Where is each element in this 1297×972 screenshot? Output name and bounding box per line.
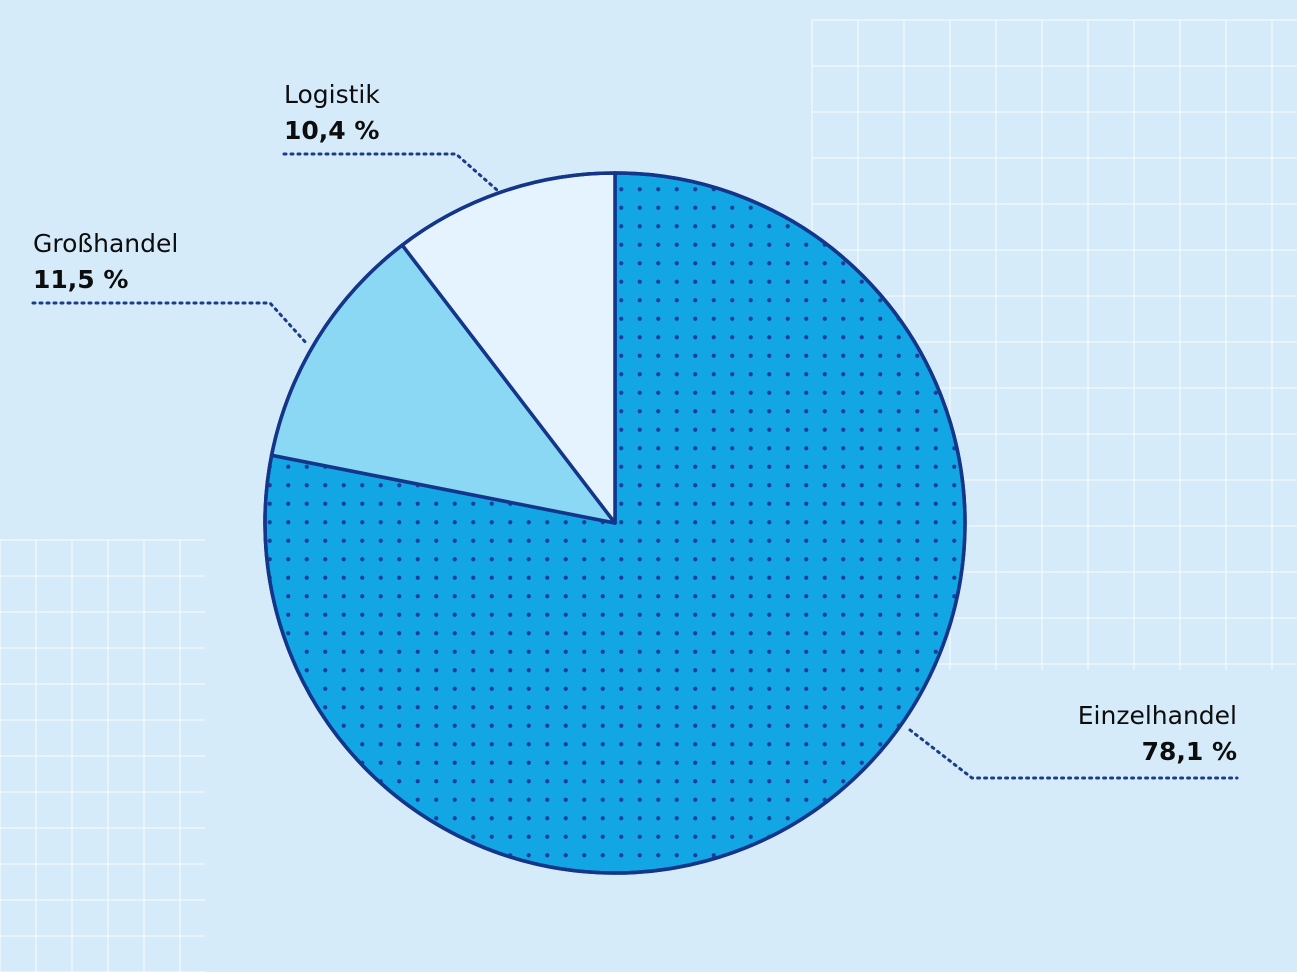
leader-lines <box>31 152 1239 780</box>
leader-line-einzelhandel <box>908 728 1239 780</box>
leader-line-logistik <box>282 152 499 192</box>
slice-value-logistik: 10,4 % <box>284 116 379 145</box>
slice-label-grosshandel: Großhandel <box>33 229 178 258</box>
leader-line-grosshandel <box>31 301 310 347</box>
slice-labels: Einzelhandel 78,1 % Großhandel 11,5 % Logist… <box>33 80 1237 766</box>
pie-outline <box>263 171 967 875</box>
background-grid <box>0 19 1297 972</box>
slice-value-einzelhandel: 78,1 % <box>1142 737 1237 766</box>
slice-label-einzelhandel: Einzelhandel <box>1078 701 1237 730</box>
pie-slices <box>263 171 967 875</box>
slice-value-grosshandel: 11,5 % <box>33 265 128 294</box>
slice-label-logistik: Logistik <box>284 80 380 109</box>
